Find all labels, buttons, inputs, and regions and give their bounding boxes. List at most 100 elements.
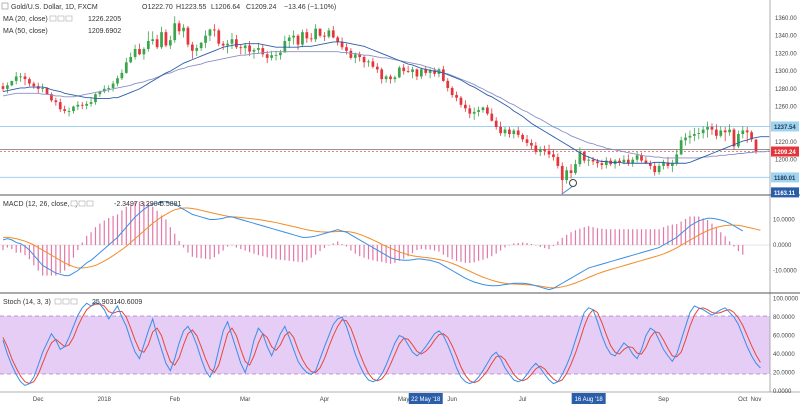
candle-body[interactable] (45, 87, 49, 95)
candle-body[interactable] (569, 170, 573, 173)
candle-body[interactable] (168, 40, 172, 46)
candle-body[interactable] (375, 66, 379, 70)
candle-body[interactable] (252, 49, 256, 52)
candle-body[interactable] (384, 76, 388, 80)
candle-body[interactable] (151, 39, 155, 42)
candle-body[interactable] (486, 107, 489, 114)
candle-body[interactable] (362, 56, 366, 63)
candle-body[interactable] (657, 165, 661, 173)
candle-body[interactable] (728, 129, 731, 133)
candle-body[interactable] (490, 113, 494, 121)
candle-body[interactable] (80, 104, 84, 106)
candle-body[interactable] (50, 94, 53, 101)
candle-body[interactable] (217, 30, 221, 44)
candle-body[interactable] (23, 76, 27, 80)
candle-body[interactable] (441, 69, 445, 81)
candle-body[interactable] (648, 163, 652, 166)
candle-body[interactable] (560, 165, 564, 181)
candle-body[interactable] (336, 37, 340, 42)
candle-body[interactable] (508, 129, 511, 135)
candle-body[interactable] (644, 160, 648, 164)
candle-body[interactable] (503, 129, 507, 134)
candle-body[interactable] (58, 102, 62, 110)
candle-body[interactable] (428, 70, 432, 73)
candle-body[interactable] (512, 130, 516, 135)
settings-icon[interactable] (78, 200, 86, 207)
candle-body[interactable] (547, 150, 551, 155)
candle-body[interactable] (587, 159, 591, 161)
candle-body[interactable] (28, 79, 31, 84)
candle-body[interactable] (331, 30, 335, 38)
close-icon[interactable] (86, 200, 94, 207)
candle-body[interactable] (472, 111, 476, 114)
candle-body[interactable] (662, 162, 665, 166)
candle-body[interactable] (706, 126, 709, 130)
candle-body[interactable] (534, 145, 538, 152)
candle-body[interactable] (221, 43, 225, 46)
candle-body[interactable] (296, 35, 300, 45)
candle-body[interactable] (279, 52, 282, 56)
low-marker[interactable] (569, 179, 577, 187)
candle-body[interactable] (124, 62, 128, 73)
candle-body[interactable] (235, 39, 238, 48)
candle-body[interactable] (710, 126, 714, 130)
candle-body[interactable] (265, 54, 269, 58)
candle-body[interactable] (32, 83, 36, 87)
candle-body[interactable] (745, 130, 749, 133)
candle-body[interactable] (481, 107, 485, 111)
candle-body[interactable] (737, 134, 740, 147)
candle-body[interactable] (345, 47, 348, 51)
candle-body[interactable] (494, 120, 498, 127)
candle-body[interactable] (516, 130, 520, 135)
eye-icon[interactable] (70, 200, 78, 207)
candle-body[interactable] (14, 76, 18, 81)
candle-body[interactable] (631, 159, 635, 164)
legend-symbol-box[interactable] (1, 2, 9, 10)
candle-body[interactable] (358, 54, 362, 57)
candle-body[interactable] (596, 161, 599, 164)
close-icon[interactable] (70, 298, 78, 305)
candle-body[interactable] (556, 157, 560, 166)
candle-body[interactable] (85, 103, 89, 106)
candle-body[interactable] (239, 47, 243, 49)
candle-body[interactable] (89, 102, 93, 104)
candle-body[interactable] (213, 29, 216, 31)
candle-body[interactable] (459, 97, 463, 105)
candle-body[interactable] (538, 149, 542, 152)
eye-icon[interactable] (49, 15, 57, 22)
candle-body[interactable] (604, 160, 608, 166)
candle-body[interactable] (116, 78, 119, 84)
candle-body[interactable] (635, 155, 639, 160)
candle-body[interactable] (424, 69, 428, 73)
candle-body[interactable] (349, 50, 353, 58)
candle-body[interactable] (626, 159, 630, 164)
candle-body[interactable] (261, 48, 265, 55)
candle-body[interactable] (248, 45, 251, 52)
candle-body[interactable] (477, 110, 480, 112)
candle-body[interactable] (741, 130, 745, 135)
candle-body[interactable] (530, 142, 533, 146)
candle-body[interactable] (133, 49, 137, 57)
candle-body[interactable] (666, 162, 670, 166)
candle-body[interactable] (177, 23, 181, 32)
candle-body[interactable] (327, 30, 331, 37)
candle-body[interactable] (270, 55, 273, 58)
candle-body[interactable] (120, 72, 124, 79)
candle-body[interactable] (305, 32, 309, 39)
candle-body[interactable] (543, 149, 546, 151)
candle-body[interactable] (138, 49, 141, 55)
candle-body[interactable] (521, 134, 524, 140)
candle-body[interactable] (155, 39, 159, 48)
settings-icon[interactable] (57, 15, 65, 22)
candle-body[interactable] (525, 139, 529, 143)
candle-body[interactable] (340, 41, 344, 48)
candle-body[interactable] (182, 27, 185, 32)
candle-body[interactable] (67, 111, 71, 112)
candle-body[interactable] (618, 160, 621, 163)
candle-body[interactable] (274, 55, 278, 56)
candle-body[interactable] (243, 45, 247, 49)
candle-body[interactable] (684, 137, 687, 141)
candle-body[interactable] (670, 163, 674, 166)
candle-body[interactable] (164, 32, 168, 46)
candle-body[interactable] (309, 38, 313, 40)
